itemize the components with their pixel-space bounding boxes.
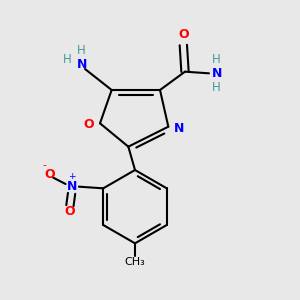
Text: N: N <box>212 67 222 80</box>
Text: H: H <box>77 44 86 58</box>
Text: H: H <box>63 53 72 67</box>
Text: N: N <box>66 180 77 193</box>
Text: O: O <box>45 169 55 182</box>
Text: H: H <box>212 53 221 66</box>
Text: O: O <box>178 28 189 41</box>
Text: O: O <box>84 118 94 131</box>
Text: +: + <box>68 172 75 181</box>
Text: H: H <box>212 81 221 94</box>
Text: O: O <box>64 205 75 218</box>
Text: N: N <box>174 122 184 135</box>
Text: -: - <box>43 160 47 170</box>
Text: N: N <box>76 58 87 71</box>
Text: CH₃: CH₃ <box>124 257 146 267</box>
